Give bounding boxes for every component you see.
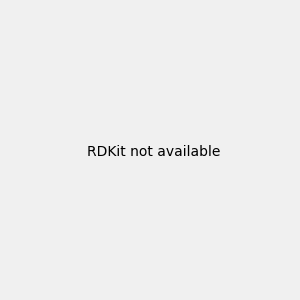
Text: RDKit not available: RDKit not available xyxy=(87,145,220,158)
